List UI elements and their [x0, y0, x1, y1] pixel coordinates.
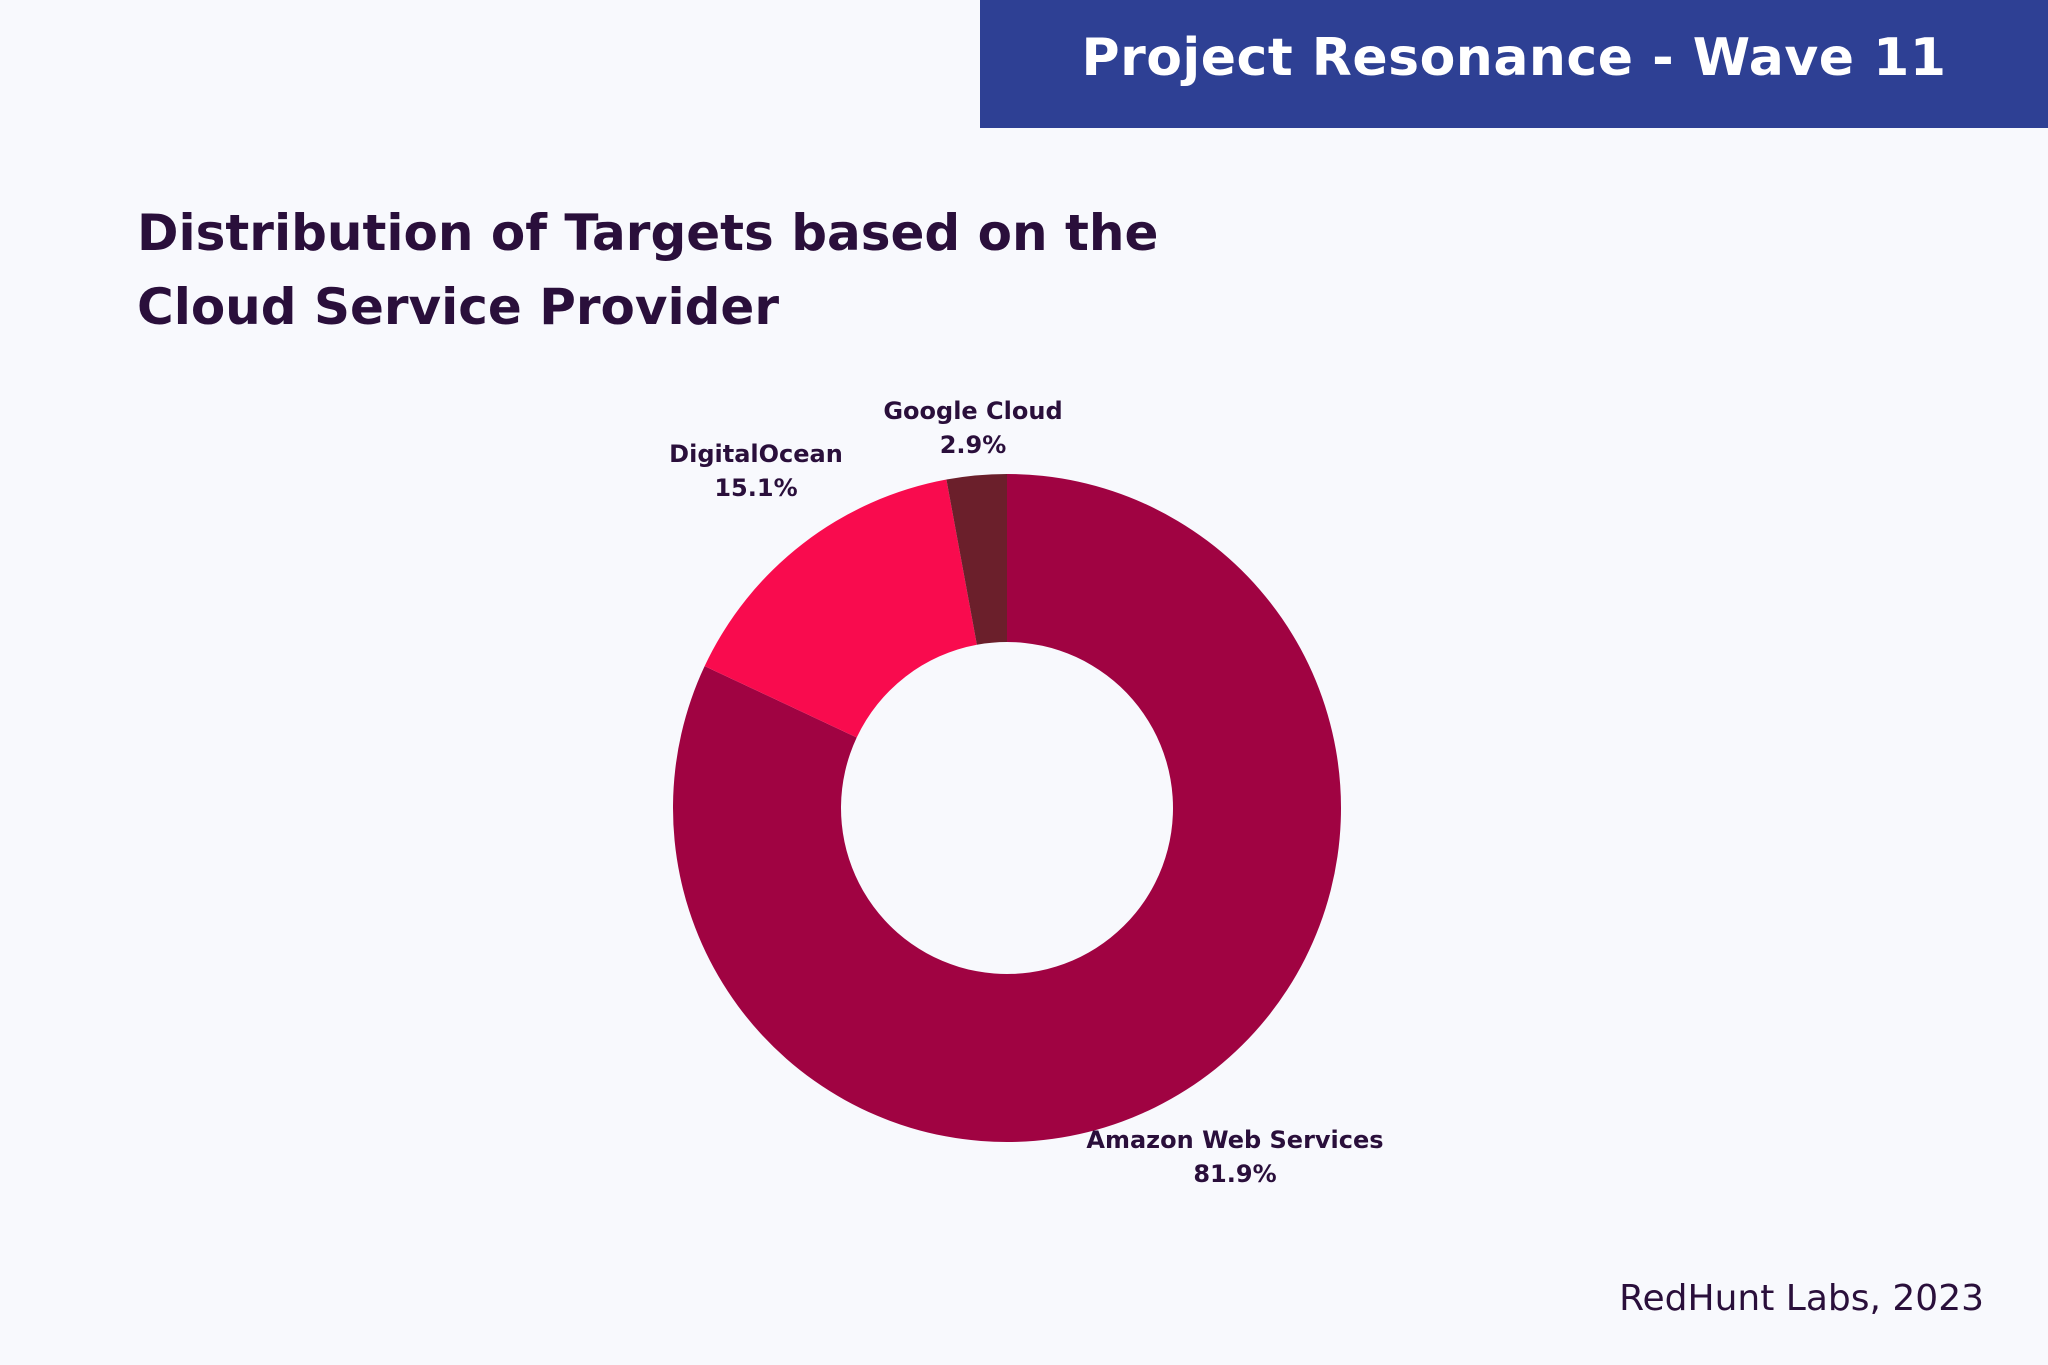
slice-google-cloud	[946, 474, 1007, 645]
header-band: Project Resonance - Wave 11	[980, 0, 2048, 128]
chart-title: Distribution of Targets based on the Clo…	[137, 196, 1159, 344]
chart-title-line-2: Cloud Service Provider	[137, 278, 779, 336]
slice-value-digitalocean: 15.1%	[714, 474, 797, 502]
footer-credit: RedHunt Labs, 2023	[1619, 1278, 1984, 1319]
slice-label-google-cloud: Google Cloud	[883, 397, 1062, 425]
header-title: Project Resonance - Wave 11	[1081, 28, 1947, 88]
donut-slices	[673, 474, 1341, 1143]
donut-labels: Amazon Web Services 81.9% DigitalOcean 15.1…	[669, 397, 1383, 1188]
slice-value-amazon-web-services: 81.9%	[1193, 1160, 1276, 1188]
slice-digitalocean	[704, 479, 977, 738]
slice-label-amazon-web-services: Amazon Web Services	[1086, 1126, 1383, 1154]
slice-amazon-web-services	[673, 474, 1341, 1143]
slice-value-google-cloud: 2.9%	[940, 431, 1007, 459]
chart-title-line-1: Distribution of Targets based on the	[137, 204, 1159, 262]
slice-label-digitalocean: DigitalOcean	[669, 440, 843, 468]
